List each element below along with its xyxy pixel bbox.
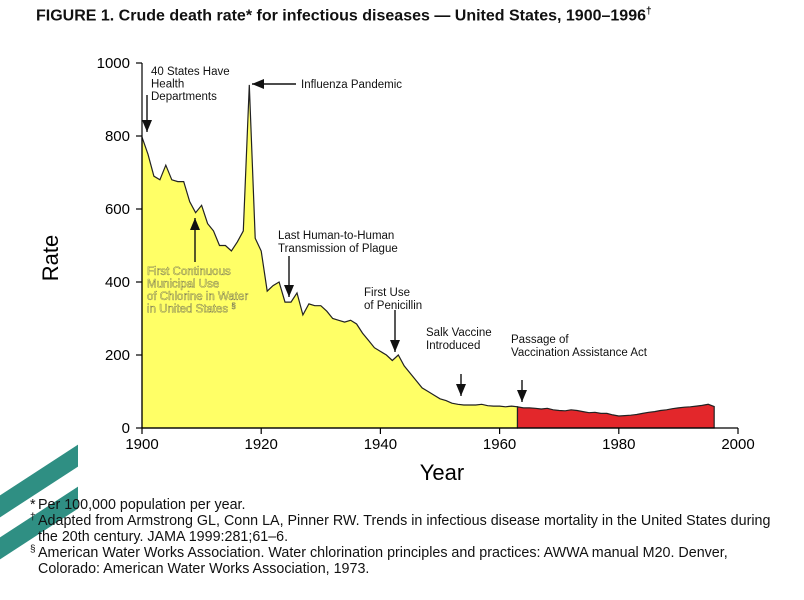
- annotation-0-line-1: Health: [151, 79, 184, 91]
- x-tick-label-1940: 1940: [364, 436, 397, 453]
- y-axis-label: Rate: [38, 235, 63, 281]
- annotation-3-line-0: Last Human-to-Human: [278, 230, 394, 242]
- footnote-2-mark: §: [30, 544, 36, 555]
- x-tick-label-1960: 1960: [483, 436, 516, 453]
- annotation-6-line-1: Vaccination Assistance Act: [511, 347, 648, 359]
- figure-title-mark: †: [646, 6, 652, 17]
- figure-title-text: FIGURE 1. Crude death rate* for infectio…: [36, 7, 646, 25]
- y-tick-label-600: 600: [105, 201, 130, 218]
- annotation-6-line-0: Passage of: [511, 334, 569, 346]
- annotation-2-arrow-head: [190, 218, 200, 230]
- x-axis-label: Year: [420, 460, 464, 485]
- annotation-4-arrow-head: [390, 340, 400, 352]
- y-tick-label-400: 400: [105, 274, 130, 291]
- figure-title: FIGURE 1. Crude death rate* for infectio…: [36, 6, 796, 25]
- annotation-5-line-0: Salk Vaccine: [426, 327, 492, 339]
- annotation-5-line-1: Introduced: [426, 340, 480, 352]
- footnote-2-text: American Water Works Association. Water …: [38, 545, 728, 577]
- series-area-0: [141, 84, 519, 429]
- annotation-3-arrow-head: [284, 285, 294, 297]
- annotation-4-line-0: First Use: [364, 287, 410, 299]
- annotation-3-line-1: Transmission of Plague: [278, 243, 398, 255]
- footnote-0-mark: *: [30, 497, 36, 513]
- y-tick-label-200: 200: [105, 347, 130, 364]
- chart-areas: [141, 84, 715, 429]
- annotation-6-arrow-head: [517, 390, 527, 402]
- annotation-2-mark: §: [231, 302, 235, 311]
- annotation-0-line-2: Departments: [151, 91, 217, 103]
- annotation-4-line-1: of Penicillin: [364, 300, 422, 312]
- footnote-0: * Per 100,000 population per year.: [30, 497, 778, 513]
- footnote-0-text: Per 100,000 population per year.: [38, 497, 246, 513]
- x-tick-label-1980: 1980: [602, 436, 635, 453]
- footnote-1: † Adapted from Armstrong GL, Conn LA, Pin…: [30, 512, 778, 545]
- x-tick-label-2000: 2000: [721, 436, 754, 453]
- footnotes: * Per 100,000 population per year. † Adapte…: [30, 497, 778, 577]
- y-tick-label-800: 800: [105, 128, 130, 145]
- series-area-1: [516, 403, 715, 429]
- annotation-2-line-3: in United States §: [147, 302, 236, 316]
- chart-axes: 0 200 400 600 800 1000 1900 1920 1940 1960 1980 200…: [97, 55, 755, 453]
- footnote-2: § American Water Works Association. Water…: [30, 544, 778, 577]
- annotation-1-line-0: Influenza Pandemic: [301, 79, 402, 91]
- footnote-1-mark: †: [30, 512, 36, 523]
- x-tick-label-1900: 1900: [125, 436, 158, 453]
- annotation-1-arrow-head: [252, 79, 264, 89]
- y-tick-label-0: 0: [122, 420, 130, 437]
- annotation-2-line-2: of Chlorine in Water: [147, 291, 248, 303]
- y-tick-label-1000: 1000: [97, 55, 130, 72]
- annotation-2-line-1: Municipal Use: [147, 279, 219, 291]
- x-tick-label-1920: 1920: [245, 436, 278, 453]
- annotation-0-line-0: 40 States Have: [151, 66, 230, 78]
- annotation-0-arrow-head: [142, 120, 152, 132]
- footnote-1-text: Adapted from Armstrong GL, Conn LA, Pinn…: [38, 513, 771, 545]
- annotation-2-line-0: First Continuous: [147, 266, 231, 278]
- annotation-5-arrow-head: [456, 384, 466, 396]
